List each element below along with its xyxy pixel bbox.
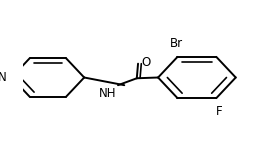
Text: F: F [216,105,222,118]
Text: O: O [142,56,151,69]
Text: NH: NH [99,87,117,100]
Text: N: N [0,71,7,84]
Text: Br: Br [170,37,183,50]
